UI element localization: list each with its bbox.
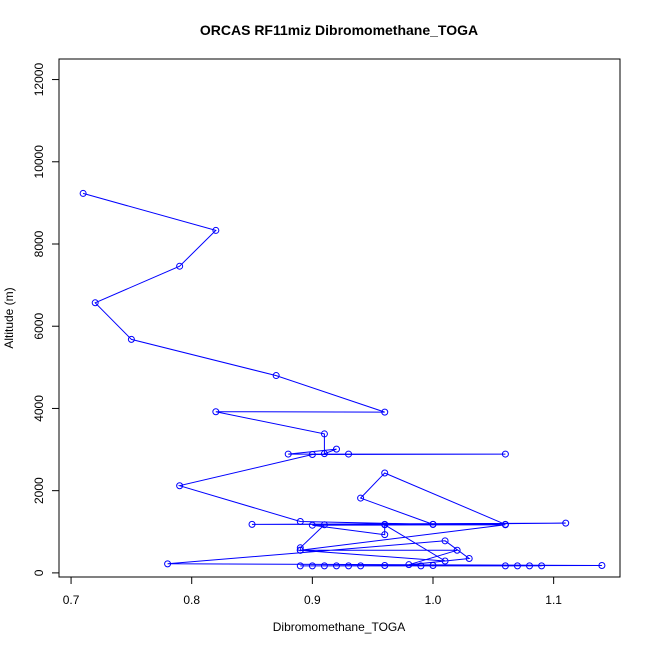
- y-axis: 0 2000 4000 6000 8000 10000 12000: [32, 63, 60, 576]
- data-point: [501, 562, 509, 570]
- y-tick-label: 8000: [32, 230, 46, 257]
- data-points: [79, 189, 606, 570]
- y-axis-label: Altitude (m): [2, 287, 16, 348]
- data-point: [320, 430, 328, 438]
- y-tick-label: 0: [32, 569, 46, 576]
- data-point: [296, 546, 304, 554]
- y-tick-label: 12000: [32, 63, 46, 97]
- data-point: [127, 335, 135, 343]
- data-point: [513, 562, 521, 570]
- y-tick-label: 6000: [32, 313, 46, 340]
- data-point: [284, 450, 292, 458]
- data-point: [320, 450, 328, 458]
- data-point: [405, 561, 413, 569]
- data-point: [164, 560, 172, 568]
- x-tick-label: 0.9: [304, 593, 321, 607]
- data-point: [538, 562, 546, 570]
- data-point: [381, 561, 389, 569]
- data-point: [212, 226, 220, 234]
- x-tick-label: 1.0: [425, 593, 442, 607]
- data-point: [308, 562, 316, 570]
- x-axis: 0.7 0.8 0.9 1.0 1.1: [63, 576, 562, 607]
- data-point: [429, 520, 437, 528]
- data-point: [357, 494, 365, 502]
- data-point: [272, 372, 280, 380]
- x-tick-label: 0.7: [63, 593, 80, 607]
- data-point: [332, 445, 340, 453]
- data-point: [296, 562, 304, 570]
- data-point: [345, 562, 353, 570]
- data-point: [308, 450, 316, 458]
- data-point: [441, 537, 449, 545]
- data-point: [598, 561, 606, 569]
- data-point: [212, 408, 220, 416]
- data-point: [465, 555, 473, 562]
- data-point: [381, 469, 389, 477]
- data-point: [501, 521, 509, 529]
- y-tick-label: 4000: [32, 395, 46, 422]
- data-point: [332, 562, 340, 570]
- data-point: [381, 520, 389, 528]
- data-point: [248, 520, 256, 528]
- y-tick-label: 2000: [32, 477, 46, 504]
- data-point: [296, 544, 304, 552]
- data-point: [91, 299, 99, 307]
- series-line: [82, 192, 602, 567]
- data-point: [308, 521, 316, 529]
- data-point: [501, 450, 509, 458]
- data-point: [79, 189, 87, 197]
- data-point: [381, 531, 389, 539]
- data-point: [176, 482, 184, 490]
- data-point: [381, 408, 389, 416]
- x-tick-label: 1.1: [545, 593, 562, 607]
- y-tick-label: 10000: [32, 145, 46, 179]
- data-point: [296, 518, 304, 525]
- data-point: [357, 562, 365, 570]
- data-point: [429, 561, 437, 569]
- x-axis-label: Dibromomethane_TOGA: [273, 620, 406, 634]
- data-point: [441, 557, 449, 565]
- data-point: [417, 562, 425, 570]
- x-tick-label: 0.8: [183, 593, 200, 607]
- data-point: [453, 546, 461, 554]
- chart-title: ORCAS RF11miz Dibromomethane_TOGA: [200, 22, 478, 38]
- plot-frame: [58, 58, 621, 578]
- data-point: [320, 562, 328, 570]
- data-point: [320, 521, 328, 529]
- data-point: [526, 562, 534, 570]
- data-point: [562, 519, 570, 527]
- data-point: [345, 450, 353, 458]
- data-point: [176, 262, 184, 270]
